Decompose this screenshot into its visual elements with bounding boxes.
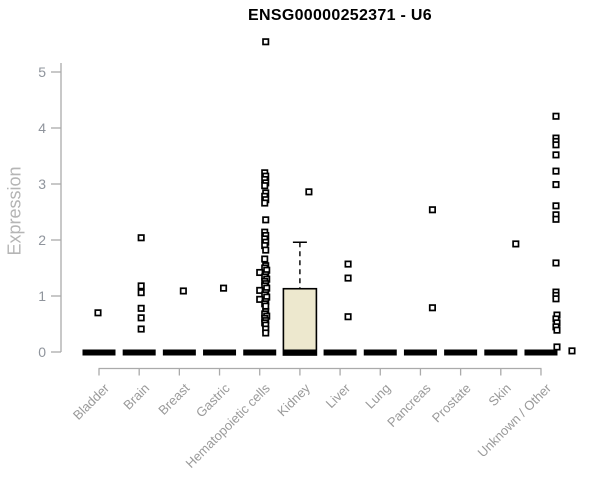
x-category-label: Pancreas: [384, 380, 434, 430]
x-category-label: Breast: [155, 380, 192, 417]
data-point[interactable]: [262, 38, 270, 46]
data-point[interactable]: [262, 302, 270, 310]
data-point[interactable]: [553, 343, 561, 351]
box[interactable]: [282, 287, 318, 356]
data-point[interactable]: [305, 188, 313, 196]
y-tick-label: 5: [38, 64, 46, 80]
data-point[interactable]: [262, 246, 270, 254]
x-category-label: Skin: [485, 381, 513, 409]
data-point[interactable]: [552, 295, 560, 303]
data-point[interactable]: [219, 284, 228, 292]
x-category-label: Gastric: [193, 380, 233, 420]
collapsed-box[interactable]: [203, 349, 237, 356]
x-category-label: Prostate: [429, 381, 474, 426]
data-point[interactable]: [94, 309, 102, 317]
data-point[interactable]: [137, 304, 145, 312]
data-point[interactable]: [262, 216, 270, 224]
y-tick-label: 1: [38, 288, 46, 304]
data-point[interactable]: [261, 182, 269, 190]
y-tick-label: 0: [38, 344, 46, 360]
data-point[interactable]: [512, 240, 520, 248]
collapsed-box[interactable]: [403, 349, 437, 356]
collapsed-box[interactable]: [243, 349, 277, 356]
collapsed-box[interactable]: [82, 349, 116, 356]
data-point[interactable]: [552, 151, 560, 159]
x-category-label: Kidney: [274, 380, 313, 419]
data-point[interactable]: [261, 255, 269, 263]
data-point[interactable]: [568, 347, 576, 355]
data-point[interactable]: [137, 282, 145, 290]
chart-title: ENSG00000252371 - U6: [248, 7, 432, 24]
data-point[interactable]: [553, 326, 561, 334]
data-point[interactable]: [344, 313, 352, 321]
x-category-label: Bladder: [70, 380, 113, 423]
y-tick-label: 2: [38, 232, 46, 248]
data-point[interactable]: [552, 259, 560, 267]
data-point[interactable]: [137, 289, 145, 297]
x-category-label: Unknown / Other: [475, 380, 555, 460]
data-point[interactable]: [137, 325, 145, 333]
collapsed-box[interactable]: [444, 349, 478, 356]
data-point[interactable]: [552, 112, 560, 120]
x-category-label: Liver: [323, 380, 354, 411]
data-point[interactable]: [261, 199, 269, 207]
data-point[interactable]: [552, 181, 560, 189]
collapsed-box[interactable]: [524, 349, 558, 356]
data-point[interactable]: [552, 167, 560, 175]
data-point[interactable]: [137, 234, 145, 242]
data-point[interactable]: [552, 141, 560, 149]
collapsed-box[interactable]: [323, 349, 357, 356]
data-point[interactable]: [344, 260, 352, 268]
data-point[interactable]: [552, 215, 560, 223]
collapsed-box[interactable]: [122, 349, 156, 356]
median-line[interactable]: [283, 349, 317, 356]
x-category-label: Lung: [362, 381, 393, 412]
x-category-label: Brain: [120, 381, 152, 413]
data-point[interactable]: [262, 329, 270, 337]
y-tick-label: 3: [38, 176, 46, 192]
collapsed-box[interactable]: [484, 349, 518, 356]
data-point[interactable]: [137, 314, 145, 322]
y-tick-label: 4: [38, 120, 46, 136]
collapsed-box[interactable]: [363, 349, 397, 356]
data-point[interactable]: [428, 304, 436, 312]
data-point[interactable]: [428, 206, 436, 214]
collapsed-box[interactable]: [162, 349, 196, 356]
data-point[interactable]: [179, 287, 187, 295]
data-point[interactable]: [344, 274, 352, 282]
data-point[interactable]: [552, 202, 560, 210]
